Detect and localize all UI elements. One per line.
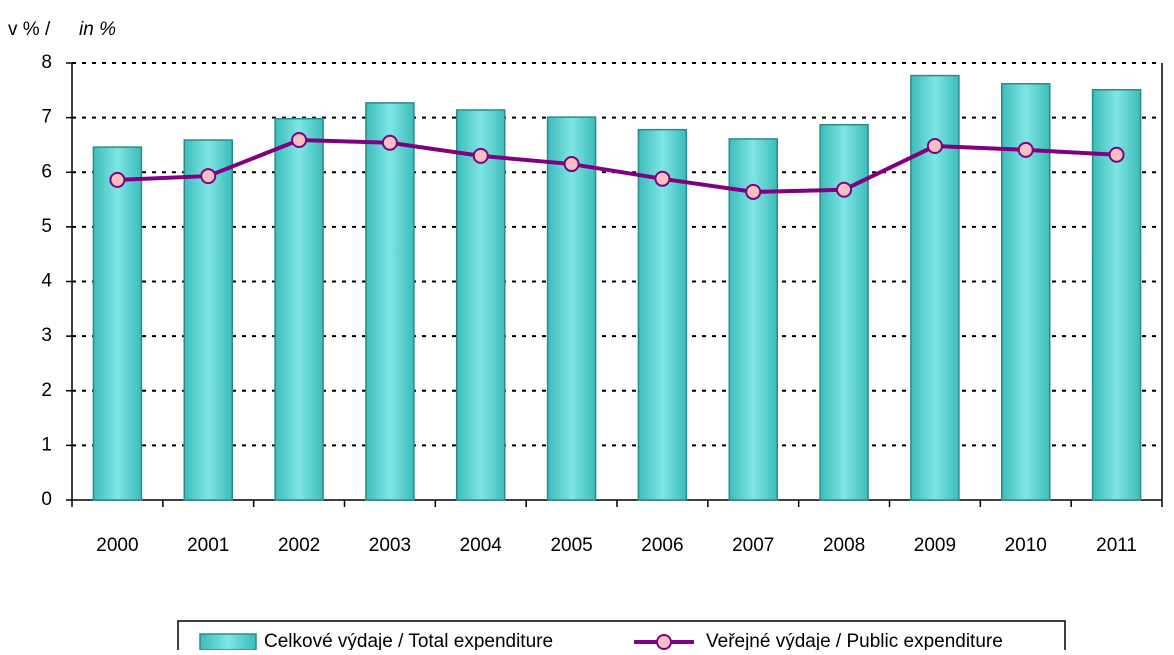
x-tick-label: 2001 (187, 535, 229, 556)
line-marker (109, 171, 126, 188)
bar (456, 109, 506, 501)
x-tick-label: 2006 (641, 535, 683, 556)
x-tick-label: 2007 (732, 535, 774, 556)
x-tick-label: 2010 (1005, 535, 1047, 556)
y-tick-label: 4 (41, 271, 52, 292)
y-tick-label: 8 (41, 52, 52, 73)
line-marker (654, 170, 671, 187)
line-marker (200, 168, 217, 185)
line-marker (291, 132, 308, 149)
line-marker (472, 147, 489, 164)
line-marker (381, 134, 398, 151)
line-marker (1017, 141, 1034, 158)
line-marker (926, 138, 943, 155)
y-axis-label: v % / (8, 19, 51, 40)
x-tick-label: 2004 (460, 535, 503, 556)
legend-box (177, 620, 1066, 655)
y-tick-label: 0 (41, 489, 52, 510)
x-tick-label: 2003 (369, 535, 411, 556)
y-tick-label: 6 (41, 161, 52, 182)
x-tick-label: 2009 (914, 535, 956, 556)
x-tick-label: 2002 (278, 535, 320, 556)
x-tick-label: 2011 (1096, 535, 1137, 556)
y-tick-label: 2 (41, 380, 52, 401)
y-axis-label-en: in % (79, 19, 116, 40)
x-tick-label: 2005 (550, 535, 592, 556)
line (117, 138, 1117, 194)
bar (274, 117, 324, 501)
y-tick-label: 7 (41, 107, 52, 128)
line-marker (745, 183, 762, 200)
line-marker (1108, 146, 1125, 163)
legend-swatch-marker (656, 634, 672, 650)
legend-label: Veřejné výdaje / Public expenditure (706, 631, 1003, 650)
bar (365, 102, 415, 501)
x-tick-label: 2008 (823, 535, 865, 556)
y-tick-label: 1 (41, 434, 52, 455)
bar (92, 146, 143, 501)
y-tick-label: 5 (41, 216, 52, 237)
x-tick-label: 2000 (96, 535, 138, 556)
y-tick-label: 3 (41, 325, 52, 346)
line-marker (563, 156, 580, 173)
legend-swatch (199, 633, 257, 651)
line-marker (836, 181, 853, 198)
legend-label: Celkové výdaje / Total expenditure (264, 631, 553, 650)
bar (546, 116, 597, 501)
bar (183, 139, 233, 501)
bar (637, 128, 688, 501)
